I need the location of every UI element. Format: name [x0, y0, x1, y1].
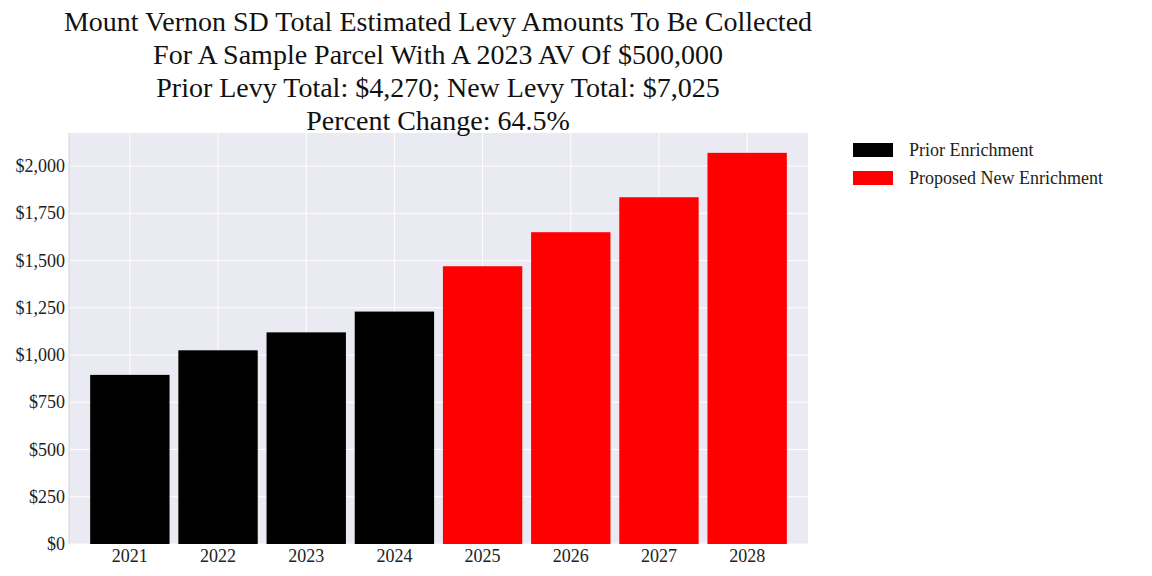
y-tick-label: $250 — [29, 487, 65, 507]
bars — [90, 153, 787, 544]
x-tick-label: 2027 — [641, 546, 677, 566]
bar — [90, 375, 169, 544]
y-tick-label: $1,000 — [16, 345, 66, 365]
legend-label: Proposed New Enrichment — [909, 168, 1103, 188]
title: Mount Vernon SD Total Estimated Levy Amo… — [64, 6, 812, 37]
x-tick-label: 2025 — [465, 546, 501, 566]
x-tick-label: 2023 — [288, 546, 324, 566]
title: Percent Change: 64.5% — [306, 105, 570, 136]
y-tick-label: $0 — [47, 534, 65, 554]
bar — [619, 197, 698, 544]
bar — [355, 312, 434, 544]
chart: $0 $250 $500 $750 $1,000 $1,250 $1,500 $1,750 $2… — [0, 0, 1152, 576]
legend-label: Prior Enrichment — [909, 140, 1033, 160]
legend-swatch — [853, 171, 893, 185]
x-tick-label: 2028 — [729, 546, 765, 566]
grid-line — [69, 166, 808, 167]
x-tick-label: 2022 — [200, 546, 236, 566]
legend-swatch — [853, 143, 893, 157]
x-tick-label: 2024 — [376, 546, 412, 566]
title: Prior Levy Total: $4,270; New Levy Total… — [156, 72, 720, 103]
title: For A Sample Parcel With A 2023 AV Of $5… — [153, 39, 723, 70]
y-tick-label: $1,750 — [16, 203, 66, 223]
plot-background — [69, 133, 808, 544]
y-tick-label: $750 — [29, 392, 65, 412]
y-tick-label: $1,250 — [16, 298, 66, 318]
y-tick-label: $1,500 — [16, 251, 66, 271]
bar — [443, 266, 522, 544]
y-tick-label: $2,000 — [16, 156, 66, 176]
bar — [707, 153, 786, 544]
y-tick-label: $500 — [29, 440, 65, 460]
x-tick-label: 2026 — [553, 546, 589, 566]
y-axis-line — [69, 133, 70, 544]
bar — [267, 332, 346, 544]
bar — [531, 232, 610, 544]
x-tick-label: 2021 — [112, 546, 148, 566]
bar — [178, 350, 257, 544]
